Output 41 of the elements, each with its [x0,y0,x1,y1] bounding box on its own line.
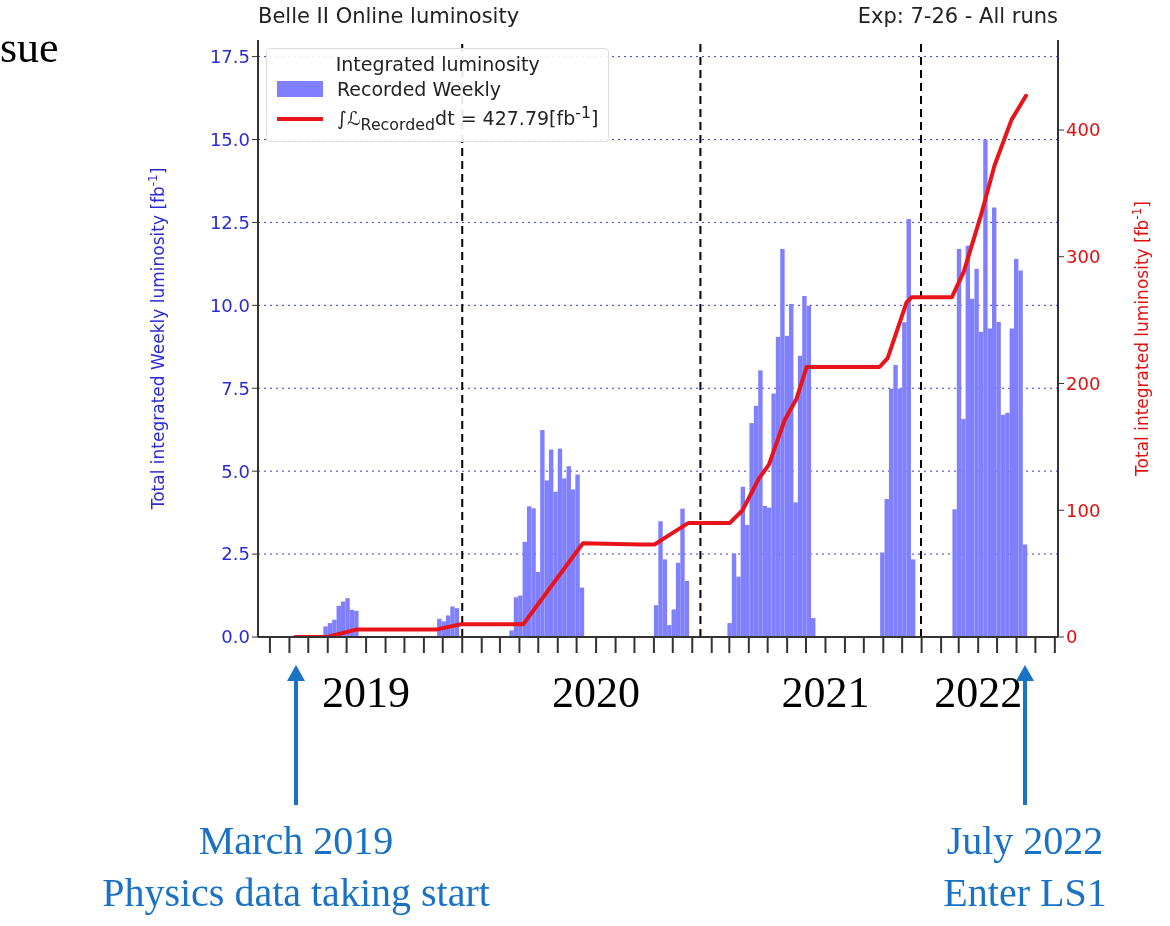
text: sue [0,22,59,73]
bar [531,508,536,637]
bar [680,508,685,637]
legend-label: Recorded Weekly [337,78,502,100]
y-tick-label: 10.0 [209,294,250,316]
bar [974,268,979,637]
legend-label: ∫ℒ$_{Recorded}$dt = 427.79[fb$^{-1}$] [337,103,599,135]
chart-subtitle: Exp: 7-26 - All runs [857,4,1058,28]
x-tick-label: 2022 [934,668,1023,717]
y2-tick-label: 200 [1066,372,1101,394]
y2-tick-label: 100 [1066,499,1101,521]
y-tick-label: 5.0 [221,460,250,482]
y-tick-label: 12.5 [209,211,250,233]
bar [983,139,988,637]
y-tick-label: 2.5 [221,543,250,565]
x-tick-label: 2019 [322,668,411,717]
bar [802,296,807,637]
y-tick-label: 17.5 [209,45,250,67]
text: March 2019 Physics data taking start [101,817,491,917]
y-tick-label: 7.5 [221,377,250,399]
y2-tick-label: 300 [1066,246,1101,268]
bar [906,219,911,637]
bar [992,207,997,637]
legend-title: Integrated luminosity [334,53,541,75]
chart-title: Belle II Online luminosity [258,4,520,28]
bar [1014,258,1019,637]
bar [575,474,580,637]
y2-tick-label: 0 [1066,626,1078,648]
text: July 2022 Enter LS1 [942,817,1108,917]
y-tick-label: 15.0 [209,128,250,150]
x-tick-label: 2021 [781,668,870,717]
bar [540,430,545,637]
bar [758,370,763,637]
bar [780,248,785,637]
bar [893,365,898,637]
y2-tick-label: 400 [1066,119,1101,141]
bar [658,521,663,637]
bar [323,626,328,637]
bar [731,553,737,637]
x-tick-label: 2020 [552,668,641,717]
y-tick-label: 0.0 [221,626,250,648]
